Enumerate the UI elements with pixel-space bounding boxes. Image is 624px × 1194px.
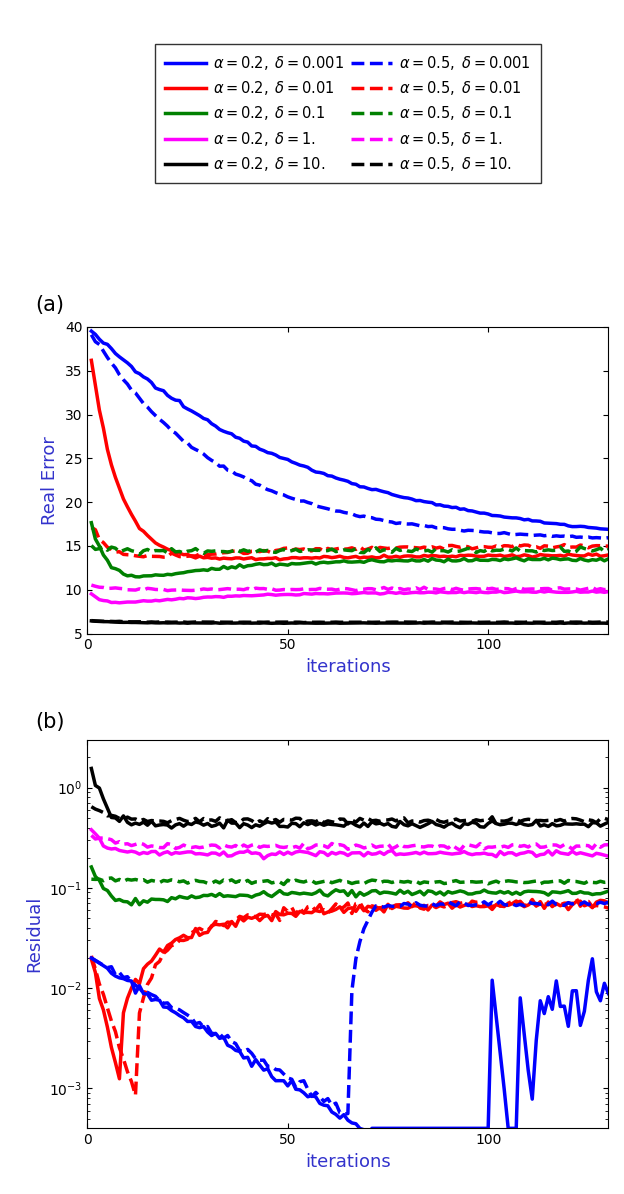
Y-axis label: Residual: Residual [26, 896, 44, 972]
Legend: $\alpha = 0.2,\;  \delta = 0.001$, $\alpha = 0.2,\;  \delta = 0.01$, $\alpha = 0: $\alpha = 0.2,\; \delta = 0.001$, $\alph… [155, 43, 541, 183]
Text: (b): (b) [36, 712, 65, 732]
Y-axis label: Real Error: Real Error [41, 436, 59, 524]
X-axis label: iterations: iterations [305, 1152, 391, 1171]
X-axis label: iterations: iterations [305, 658, 391, 676]
Text: (a): (a) [36, 295, 64, 314]
